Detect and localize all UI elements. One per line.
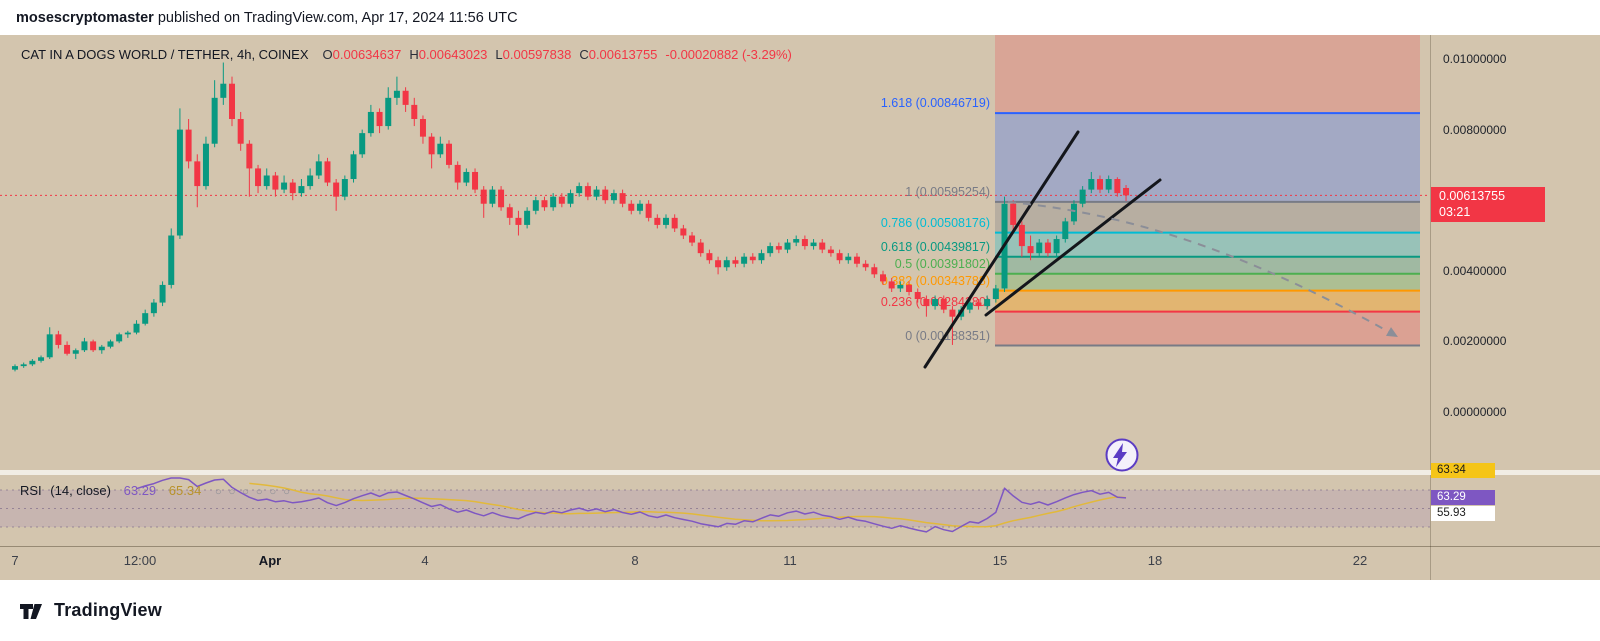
time-tick-label: 4	[421, 553, 429, 568]
price-axis-border	[1430, 35, 1431, 580]
tradingview-wordmark[interactable]: TradingView	[54, 600, 162, 620]
last-price-badge: 0.00613755 03:21	[1431, 187, 1545, 222]
change-value: -0.00020882 (-3.29%)	[665, 47, 792, 62]
publish-info-text: published on TradingView.com, Apr 17, 20…	[153, 9, 518, 26]
rsi-hidden-plot-markers: ○○○○○○	[214, 486, 297, 498]
chart-background	[0, 35, 1600, 580]
symbol-title: CAT IN A DOGS WORLD / TETHER, 4h, COINEX	[21, 47, 309, 62]
time-tick-label: 15	[992, 553, 1008, 568]
time-tick-label: 22	[1352, 553, 1368, 568]
rsi-legend: RSI (14, close) 63.29 65.34 ○○○○○○	[20, 483, 297, 498]
ohlc-close: C0.00613755	[579, 47, 658, 62]
time-tick-label: Apr	[258, 553, 282, 568]
publish-bar: mosescryptomaster published on TradingVi…	[0, 0, 1600, 35]
ohlc-open: O0.00634637	[322, 47, 402, 62]
rsi-value: 63.29	[123, 483, 157, 498]
rsi-ma-value: 65.34	[168, 483, 202, 498]
rsi-axis-badge: 63.34	[1431, 462, 1495, 478]
publisher-username: mosescryptomaster	[16, 9, 154, 26]
time-axis-border	[0, 546, 1600, 547]
time-tick-label: 7	[11, 553, 19, 568]
time-tick-label: 12:00	[123, 553, 157, 568]
footer: TradingView	[0, 580, 1600, 641]
pane-separator[interactable]	[0, 470, 1600, 475]
time-tick-label: 11	[783, 553, 797, 568]
rsi-params: (14, close)	[50, 483, 111, 498]
price-tick-label: 0.00800000	[1443, 122, 1507, 137]
price-tick-label: 0.01000000	[1443, 52, 1507, 66]
time-tick-label: 18	[1147, 553, 1163, 568]
rsi-axis-badge: 55.93	[1431, 505, 1495, 521]
ohlc-high: H0.00643023	[409, 47, 488, 62]
rsi-title: RSI	[20, 483, 42, 498]
time-tick-label: 8	[631, 553, 639, 568]
last-price-value: 0.00613755	[1439, 189, 1506, 203]
lightning-icon[interactable]	[1104, 437, 1140, 473]
price-tick-label: 0.00400000	[1443, 263, 1507, 278]
ohlc-low: L0.00597838	[495, 47, 572, 62]
price-tick-label: 0.00200000	[1443, 334, 1507, 349]
rsi-axis-badge: 63.29	[1431, 489, 1495, 505]
symbol-ohlc-row: CAT IN A DOGS WORLD / TETHER, 4h, COINEX…	[21, 47, 792, 62]
tradingview-logo[interactable]	[18, 598, 44, 624]
price-tick-label: 0.00000000	[1443, 405, 1507, 419]
bar-countdown: 03:21	[1439, 205, 1471, 219]
